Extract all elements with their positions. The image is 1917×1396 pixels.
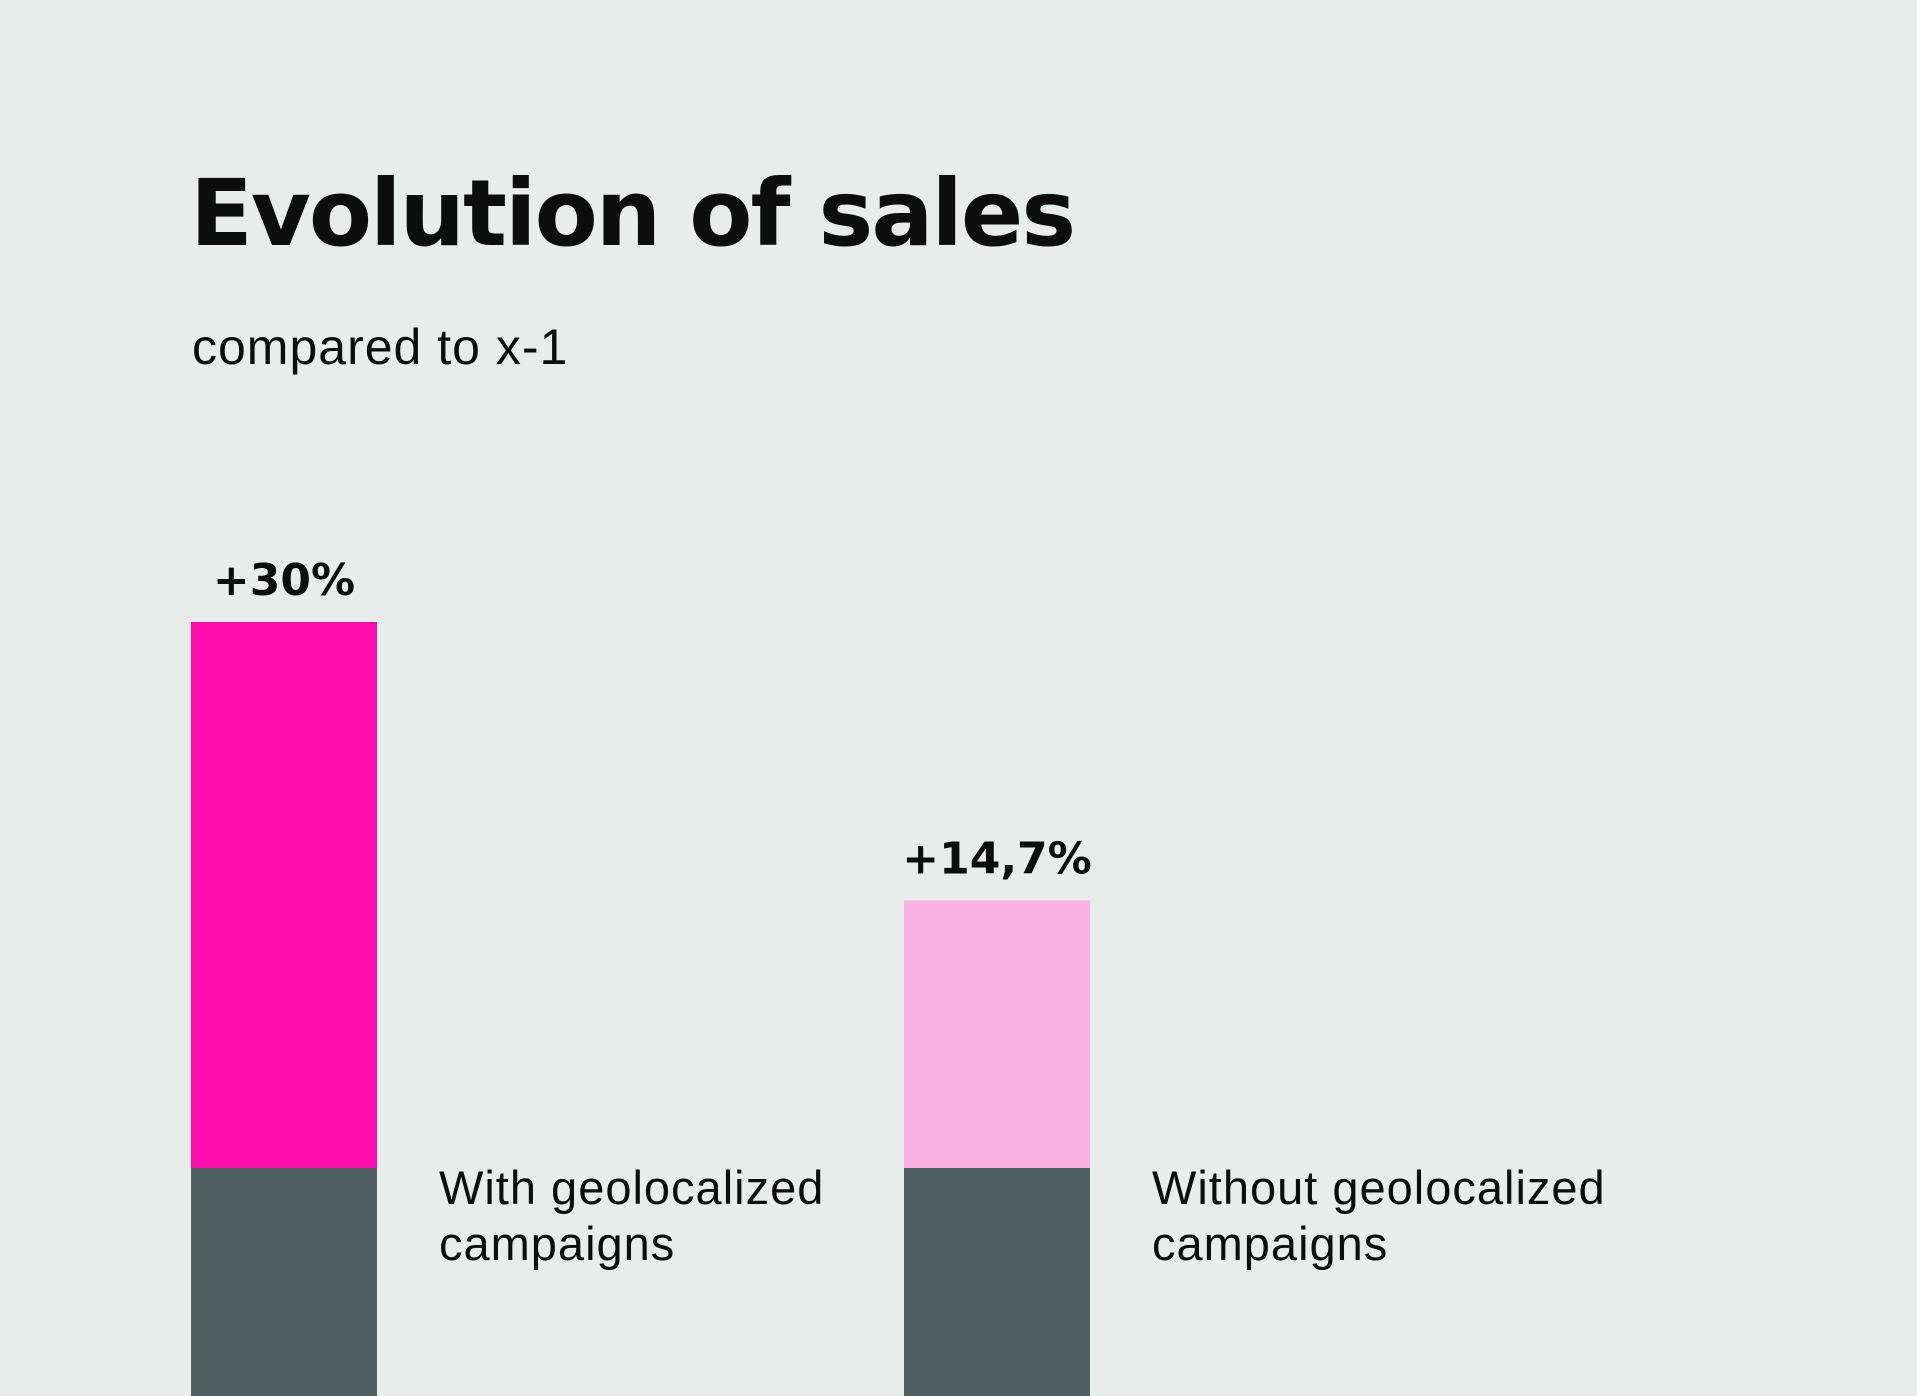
category-label-with-line-1: With geolocalized — [439, 1161, 825, 1214]
bar-with — [191, 622, 377, 1168]
bar-base-without — [904, 1168, 1090, 1396]
category-label-without-line-1: Without geolocalized — [1152, 1161, 1606, 1214]
category-label-without: Without geolocalized campaigns — [1152, 1160, 1632, 1272]
value-label-with: +30% — [213, 555, 355, 606]
bar-without — [904, 900, 1090, 1168]
category-label-with-line-2: campaigns — [439, 1217, 676, 1270]
chart-subtitle: compared to x-1 — [192, 319, 569, 375]
category-label-without-line-2: campaigns — [1152, 1217, 1389, 1270]
chart-title: Evolution of sales — [190, 160, 1076, 267]
bar-base-with — [191, 1168, 377, 1396]
category-label-with: With geolocalized campaigns — [439, 1160, 919, 1272]
value-label-without: +14,7% — [902, 833, 1092, 884]
